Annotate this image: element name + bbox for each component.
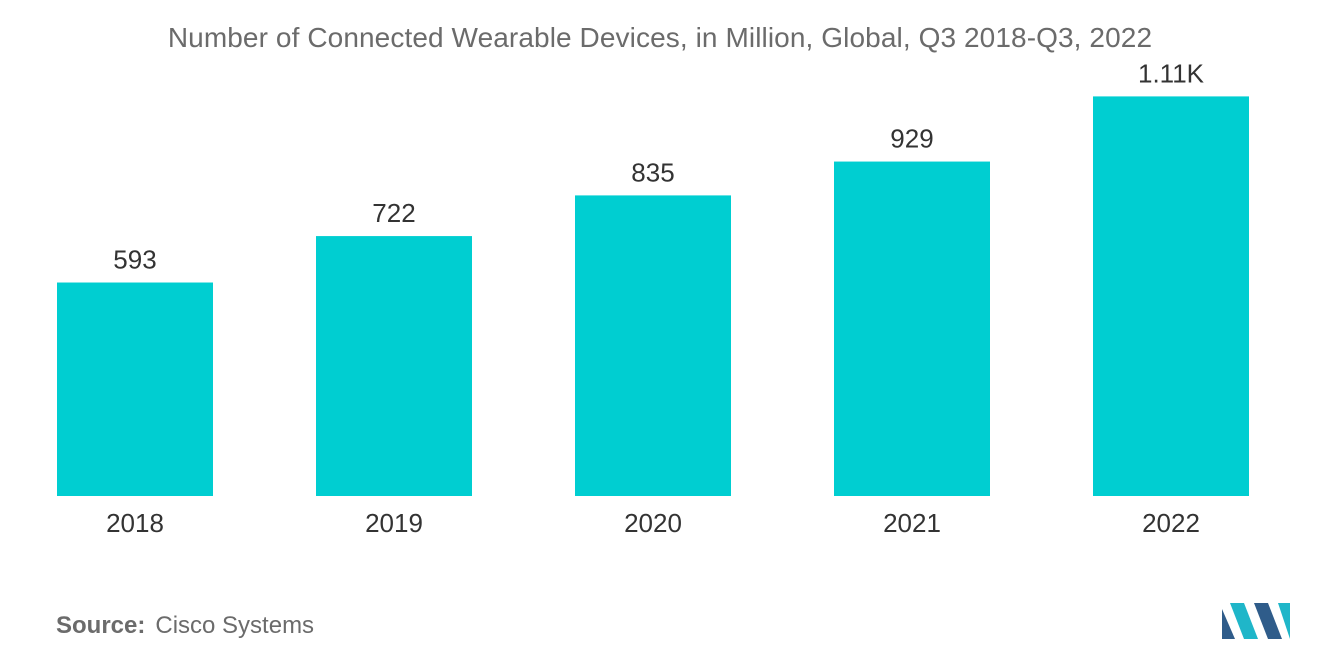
x-tick-label-2018: 2018 (106, 508, 164, 538)
data-labels-group: 593 722 835 929 1.11K (113, 58, 1204, 274)
x-tick-label-2021: 2021 (883, 508, 941, 538)
bar-2020 (575, 195, 731, 496)
x-axis-tick-labels: 2018 2019 2020 2021 2022 (106, 508, 1200, 538)
bar-2018 (57, 282, 213, 496)
bar-2022 (1093, 96, 1249, 497)
data-label-2021: 929 (890, 124, 933, 154)
data-label-2018: 593 (113, 245, 156, 275)
data-label-2022: 1.11K (1138, 58, 1205, 88)
mordor-intelligence-logo-icon (1222, 603, 1290, 639)
bar-2021 (834, 161, 990, 496)
source-note: Source: Cisco Systems (56, 612, 314, 640)
bar-chart: 593 722 835 929 1.11K 2018 2019 2020 2021 2022 (57, 58, 1249, 538)
bar-2019 (316, 236, 472, 496)
x-tick-label-2022: 2022 (1142, 508, 1200, 538)
chart-title: Number of Connected Wearable Devices, in… (167, 22, 1153, 53)
source-key: Source: (56, 612, 146, 639)
data-label-2019: 722 (372, 198, 415, 228)
data-label-2020: 835 (631, 157, 674, 187)
bars-group (57, 96, 1249, 497)
source-value: Cisco Systems (155, 612, 315, 639)
x-tick-label-2020: 2020 (624, 508, 682, 538)
x-tick-label-2019: 2019 (365, 508, 423, 538)
